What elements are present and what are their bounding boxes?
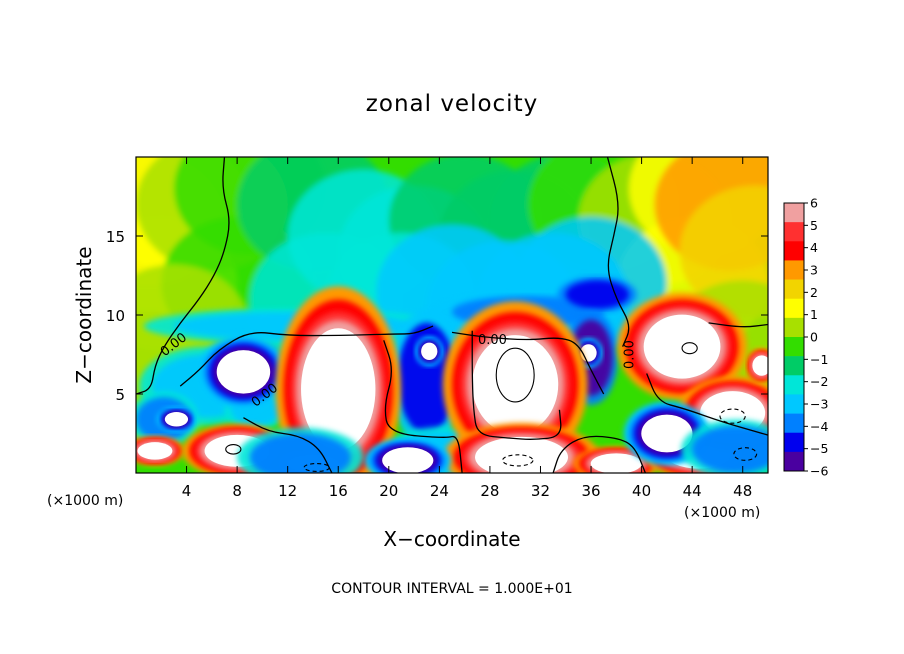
vortex-core <box>136 436 185 466</box>
vortex-ring <box>590 453 642 473</box>
colorbar-swatch <box>784 260 804 280</box>
vortex-ring <box>421 342 438 361</box>
colorbar-swatch <box>784 413 804 434</box>
band-core <box>249 433 351 473</box>
y-tick-label: 15 <box>106 228 125 246</box>
contour-lines <box>136 157 768 473</box>
colorbar-swatch <box>784 394 804 414</box>
x-tick-label: 20 <box>379 482 398 500</box>
colorbar-tick-label: 5 <box>810 218 818 233</box>
contour-negative <box>733 447 758 461</box>
colorbar-tick-label: 4 <box>810 240 818 255</box>
colorbar-tick-label: 0 <box>810 330 818 345</box>
vortex-core <box>198 335 289 409</box>
contour-label: 0.00 <box>478 333 507 348</box>
x-tick-label: 4 <box>182 482 192 500</box>
colorbar-tick-label: −6 <box>810 464 828 479</box>
colorbar-swatch <box>784 317 804 338</box>
colorbar-tick-label: −2 <box>810 374 828 389</box>
x-tick-label: 48 <box>733 482 752 500</box>
velocity-field <box>136 157 768 473</box>
vortex-ring <box>752 355 768 376</box>
colorbar-tick-label: −4 <box>810 419 828 434</box>
contour-line <box>136 157 230 395</box>
y-axis-ticks: 5 10 15 <box>106 228 768 404</box>
colorbar-tick-label: −3 <box>810 397 828 412</box>
colorbar-swatch <box>784 432 804 453</box>
vortex-core <box>156 407 197 432</box>
contour-line <box>606 157 630 347</box>
vortex-ring <box>301 328 376 451</box>
vortex-ring <box>382 447 434 473</box>
plot-area: 0.000.000.00 0.00 4 8 12 16 20 24 28 32 36 40 44 48 … <box>106 156 769 500</box>
x-tick-label: 36 <box>581 482 600 500</box>
y-axis-title: Z−coordinate <box>72 246 96 383</box>
colorbar-swatch <box>784 203 804 223</box>
contour-line <box>243 417 333 473</box>
colorbar-tick-label: −5 <box>810 441 828 456</box>
contour-interval-note: CONTOUR INTERVAL = 1.000E+01 <box>331 581 572 597</box>
x-tick-label: 28 <box>480 482 499 500</box>
contour-line <box>646 373 768 436</box>
chart-title: zonal velocity <box>366 91 538 117</box>
y-tick-label: 10 <box>106 307 125 325</box>
colorbar-tick-label: 1 <box>810 307 818 322</box>
x-tick-label: 24 <box>430 482 449 500</box>
field-features <box>136 276 768 473</box>
contour-negative <box>303 462 330 472</box>
contour-line <box>451 331 605 395</box>
vortex-core <box>415 336 443 367</box>
y-tick-label: 5 <box>115 386 125 404</box>
velocity-band <box>237 427 364 473</box>
contour-line <box>471 330 562 440</box>
colorbar-swatch <box>784 451 804 472</box>
colorbar-swatch <box>784 298 804 319</box>
vortex-ring <box>641 414 693 453</box>
colorbar-swatch <box>784 356 804 376</box>
x-tick-label: 44 <box>683 482 702 500</box>
contour-line <box>552 435 646 473</box>
vortex-core <box>275 286 401 473</box>
colorbar-tick-label: −1 <box>810 352 828 367</box>
contour-negative <box>719 408 746 424</box>
colorbar-tick-label: 2 <box>810 285 818 300</box>
colorbar-swatch <box>784 222 804 242</box>
x-unit-left: (×1000 m) <box>47 493 123 509</box>
x-tick-label: 32 <box>531 482 550 500</box>
velocity-band <box>557 276 637 313</box>
velocity-band <box>681 419 768 473</box>
colorbar-swatch <box>784 337 804 357</box>
contour-closed <box>681 342 698 355</box>
band-core <box>692 425 768 473</box>
colorbar-tick-label: 6 <box>810 196 818 211</box>
x-tick-label: 8 <box>232 482 242 500</box>
x-axis-title: X−coordinate <box>383 527 520 551</box>
vortex-core <box>364 438 451 473</box>
vortex-ring <box>472 335 559 434</box>
x-axis-ticks: 4 8 12 16 20 24 28 32 36 40 44 48 <box>182 157 752 500</box>
contour-closed <box>495 347 535 403</box>
vortex-ring <box>137 442 173 460</box>
colorbar: 6 5 4 3 2 1 0 −1 −2 −3 −4 −5 −6 <box>783 196 828 479</box>
colorbar-tick-label: 3 <box>810 263 818 278</box>
contour-line <box>383 340 463 473</box>
contour-line <box>179 325 434 387</box>
x-unit-right: (×1000 m) <box>684 505 760 521</box>
vortex-ring <box>216 350 271 394</box>
vortex-ring <box>164 412 189 427</box>
x-tick-label: 16 <box>329 482 348 500</box>
contour-line <box>708 322 768 328</box>
colorbar-swatch <box>784 279 804 300</box>
contour-label: 0.00 <box>623 340 638 369</box>
colorbar-swatch <box>784 241 804 261</box>
colorbar-swatch <box>784 375 804 395</box>
vortex-ring <box>475 436 569 473</box>
contour-negative <box>502 454 534 467</box>
x-tick-label: 40 <box>632 482 651 500</box>
vortex-core <box>746 348 768 383</box>
contour-closed <box>225 444 242 455</box>
vortex-core <box>443 422 600 473</box>
x-tick-label: 12 <box>278 482 297 500</box>
